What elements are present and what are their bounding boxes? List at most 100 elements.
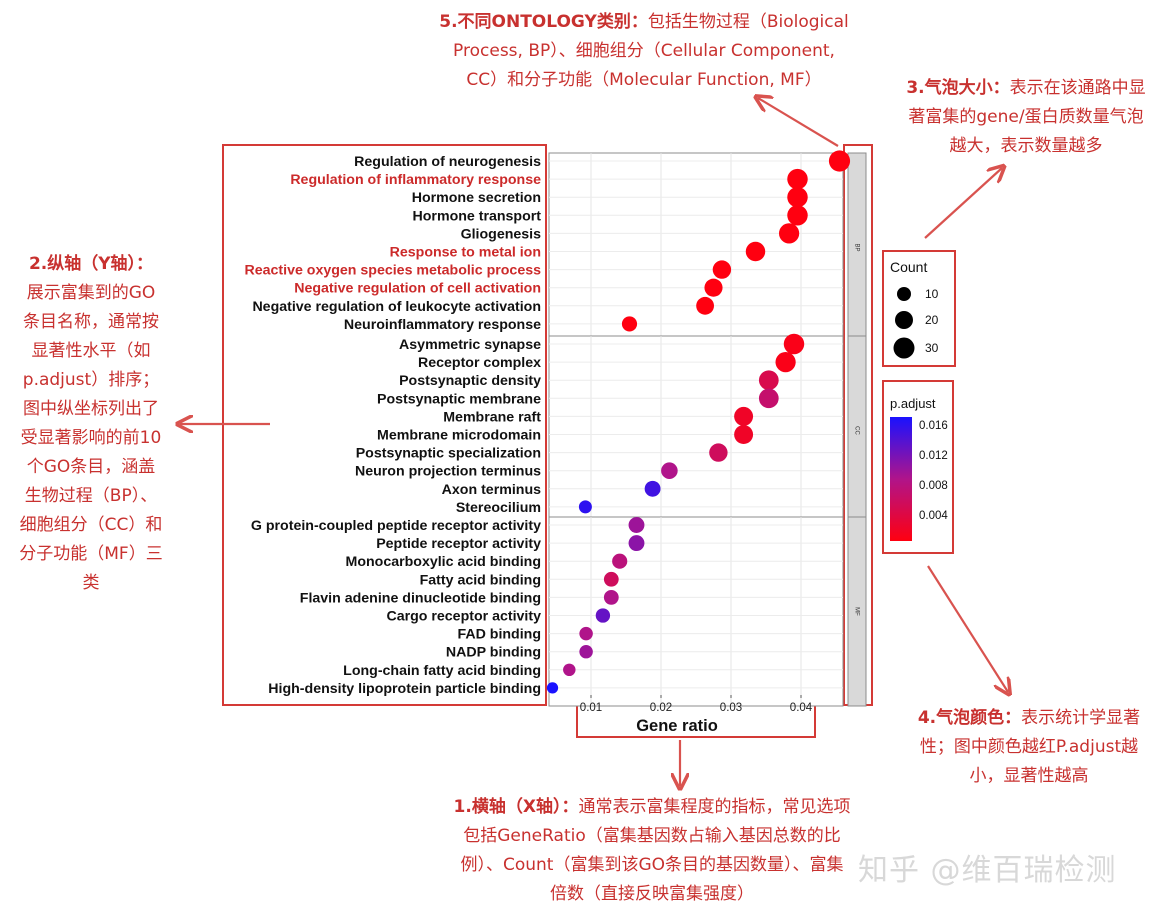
term-point [628,535,645,552]
annotation-y-axis-line: p.adjust）排序； [22,370,160,390]
term-label: Postsynaptic specialization [356,446,541,462]
panel-mf [548,516,844,707]
term-point [758,388,779,409]
term-point [734,425,754,444]
term-label: Cargo receptor activity [386,609,541,625]
term-point [745,241,766,262]
x-tick-label: 0.04 [790,702,813,714]
annotation-x-axis-head: 1.横轴（X轴）： [453,797,579,817]
annotation-y-axis-line: 受显著影响的前10 [20,428,162,448]
panel-cc [548,335,844,526]
term-label: Membrane raft [443,409,541,425]
term-label: NADP binding [446,645,541,661]
term-point [579,644,593,659]
term-point [828,150,851,172]
annotation-y-axis-line: 展示富集到的GO [26,283,156,303]
term-point [775,351,796,373]
term-point [578,500,592,514]
term-label: Flavin adenine dinucleotide binding [300,590,541,606]
term-label: Neuroinflammatory response [344,317,541,333]
term-point [644,480,661,497]
color-legend-tick: 0.012 [919,450,948,462]
term-point [621,316,638,332]
size-legend-label: 20 [925,313,939,327]
term-point [603,571,619,587]
term-label: Postsynaptic membrane [377,391,541,407]
color-legend-highlight-box [882,380,954,554]
strip-label: MF [853,607,859,616]
annotation-bubble-color-line: 小，显著性越高 [969,766,1089,786]
annotation-ontology-line: Process, BP）、细胞组分（Cellular Component, [453,41,835,61]
annotation-x-axis: 1.横轴（X轴）：通常表示富集程度的指标，常见选项 包括GeneRatio（富集… [402,793,902,909]
term-label: Membrane microdomain [377,428,541,444]
annotation-y-axis-line: 条目名称，通常按 [23,312,159,332]
term-label: Neuron projection terminus [355,464,541,480]
term-point [734,406,754,426]
annotation-bubble-size-line: 表示在该通路中显 [1009,78,1146,98]
annotation-y-axis-head: 2.纵轴（Y轴）： [28,254,154,274]
term-point [696,296,715,315]
term-label: Regulation of neurogenesis [354,154,541,170]
term-point [758,370,779,391]
annotation-bubble-color-line: 性；图中颜色越红P.adjust越 [919,737,1139,757]
size-legend-dot-medium [895,311,913,329]
term-point [563,663,576,677]
term-label: Regulation of inflammatory response [290,172,541,188]
annotation-y-axis-line: 细胞组分（CC）和 [19,515,163,535]
x-tick-label: 0.03 [720,702,742,714]
annotation-y-axis: 2.纵轴（Y轴）： 展示富集到的GO 条目名称，通常按 显著性水平（如 p.ad… [2,250,180,598]
term-label: Stereocilium [456,500,541,516]
annotation-x-axis-line: 倍数（直接反映富集强度） [550,884,754,904]
term-point [704,278,723,297]
annotation-ontology-head: 5.不同ONTOLOGY类别： [439,12,648,32]
annotation-bubble-size-head: 3.气泡大小： [906,78,1010,98]
annotation-y-axis-line: 个GO条目，涵盖 [26,457,156,477]
term-label: Monocarboxylic acid binding [346,554,542,570]
x-tick-label: 0.01 [580,702,602,714]
size-legend-dot-large [893,337,915,359]
term-label: Long-chain fatty acid binding [343,663,541,679]
annotation-y-axis-line: 显著性水平（如 [31,341,151,361]
term-point [546,682,559,694]
annotation-bubble-color-line: 表示统计学显著 [1021,708,1141,728]
annotation-x-axis-line: 例）、Count（富集到该GO条目的基因数量）、富集 [460,855,844,875]
term-label: Response to metal ion [390,245,541,261]
annotation-y-axis-line: 分子功能（MF）三 [19,544,163,564]
color-legend-tick: 0.016 [919,420,948,432]
size-legend-title: Count [890,259,927,275]
size-legend-highlight-box [882,250,956,367]
color-legend-title: p.adjust [890,396,936,411]
annotation-bubble-size-line: 越大，表示数量越多 [949,136,1103,156]
strip-mf [847,516,867,707]
annotation-ontology-line: 包括生物过程（Biological [647,12,849,32]
term-label: Gliogenesis [461,226,542,242]
watermark: 知乎 @维百瑞检测 [858,853,1117,888]
size-legend-label: 30 [925,341,939,355]
term-label: Postsynaptic density [399,373,541,389]
term-point [709,443,728,462]
annotation-y-axis-line: 图中纵坐标列出了 [23,399,159,419]
term-point [787,186,808,208]
term-label: Negative regulation of leukocyte activat… [252,299,541,315]
annotation-y-axis-line: 类 [82,573,100,593]
annotation-bubble-color-head: 4.气泡颜色： [917,708,1022,728]
term-point [603,590,619,605]
arrow-bubble-color [927,565,1008,692]
annotation-bubble-size: 3.气泡大小：表示在该通路中显 著富集的gene/蛋白质数量气泡 越大，表示数量… [880,74,1172,161]
annotation-y-axis-line: 生物过程（BP）、 [24,486,158,506]
term-label: High-density lipoprotein particle bindin… [268,681,541,697]
term-point [778,223,800,244]
size-legend-dot-small [897,287,911,301]
color-legend-tick: 0.008 [919,480,948,492]
term-point [628,517,645,533]
term-label: Peptide receptor activity [376,536,541,552]
term-label: Receptor complex [418,355,541,371]
strip-label: BP [853,243,859,251]
term-label: Fatty acid binding [420,572,541,588]
term-point [579,626,593,641]
term-label: Negative regulation of cell activation [294,281,541,297]
term-label: FAD binding [457,627,541,643]
annotation-bubble-size-line: 著富集的gene/蛋白质数量气泡 [908,107,1144,127]
color-legend-bar [890,417,912,541]
